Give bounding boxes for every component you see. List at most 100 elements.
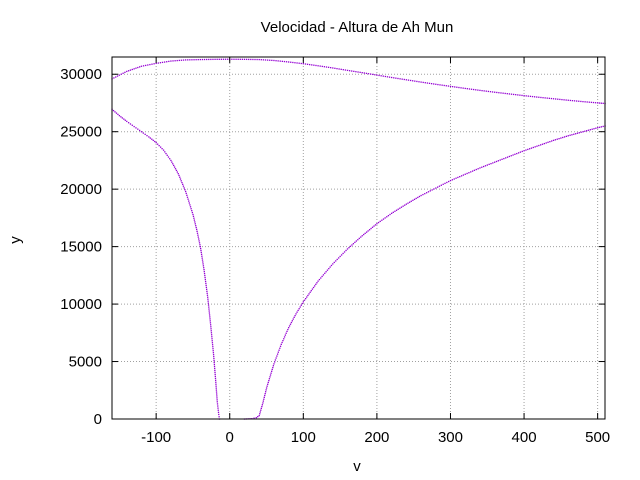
data-point bbox=[195, 59, 197, 61]
data-point bbox=[468, 88, 471, 90]
data-point bbox=[498, 92, 500, 94]
data-point bbox=[393, 77, 395, 79]
data-series-2 bbox=[111, 108, 221, 420]
data-point bbox=[576, 100, 578, 102]
data-point bbox=[479, 89, 481, 92]
data-point bbox=[340, 254, 343, 256]
data-point bbox=[395, 77, 397, 79]
data-point bbox=[201, 255, 203, 257]
y-tick-label: 30000 bbox=[60, 66, 102, 83]
data-point bbox=[138, 66, 141, 68]
data-point bbox=[391, 76, 393, 79]
data-point bbox=[174, 168, 177, 170]
data-point bbox=[212, 350, 214, 352]
data-point bbox=[257, 415, 259, 418]
data-point bbox=[517, 94, 519, 96]
data-point bbox=[201, 257, 203, 259]
data-point bbox=[501, 158, 503, 160]
data-point bbox=[129, 123, 132, 125]
data-point bbox=[211, 340, 213, 342]
data-point bbox=[492, 162, 494, 164]
data-point bbox=[598, 126, 601, 128]
data-point bbox=[453, 178, 455, 180]
data-point bbox=[196, 230, 198, 232]
data-point bbox=[181, 181, 183, 184]
data-point bbox=[376, 223, 378, 225]
data-point bbox=[175, 169, 178, 172]
data-point bbox=[215, 389, 218, 391]
data-point bbox=[441, 84, 443, 86]
data-point bbox=[135, 67, 137, 69]
data-point bbox=[517, 152, 520, 154]
data-point bbox=[112, 109, 115, 112]
data-point bbox=[259, 413, 261, 415]
data-point bbox=[538, 96, 540, 98]
data-point bbox=[470, 171, 472, 173]
data-point bbox=[353, 70, 355, 73]
data-point bbox=[602, 102, 604, 104]
data-point bbox=[212, 348, 214, 350]
data-point bbox=[204, 278, 206, 281]
data-point bbox=[374, 74, 376, 76]
data-point bbox=[203, 267, 205, 269]
data-point bbox=[271, 59, 273, 62]
data-point bbox=[485, 90, 487, 92]
data-point bbox=[462, 87, 464, 89]
data-point bbox=[440, 184, 442, 186]
data-point bbox=[514, 153, 516, 155]
data-point bbox=[218, 58, 220, 60]
data-point bbox=[543, 142, 545, 145]
data-point bbox=[551, 140, 553, 142]
data-point bbox=[484, 165, 487, 167]
data-point bbox=[290, 61, 292, 63]
data-point bbox=[248, 58, 250, 61]
data-point bbox=[499, 159, 501, 161]
data-point bbox=[213, 363, 216, 366]
data-point bbox=[382, 218, 385, 220]
data-point bbox=[386, 216, 388, 218]
data-point bbox=[267, 383, 269, 385]
data-point bbox=[197, 58, 199, 61]
data-point bbox=[580, 100, 582, 103]
data-point bbox=[300, 62, 302, 65]
data-point bbox=[381, 219, 383, 221]
data-point bbox=[315, 283, 317, 285]
data-point bbox=[203, 58, 206, 61]
data-point bbox=[527, 95, 529, 97]
data-point bbox=[439, 84, 441, 86]
data-point bbox=[573, 100, 576, 102]
data-point bbox=[519, 151, 522, 153]
data-point bbox=[114, 111, 116, 113]
data-point bbox=[180, 59, 183, 61]
data-point bbox=[319, 65, 321, 67]
data-point bbox=[115, 76, 117, 78]
data-point bbox=[287, 327, 290, 329]
data-point bbox=[335, 260, 337, 262]
data-point bbox=[140, 131, 143, 133]
data-point bbox=[424, 82, 426, 84]
data-point bbox=[167, 156, 170, 158]
data-point bbox=[185, 192, 187, 195]
data-point bbox=[483, 90, 485, 92]
data-point bbox=[497, 160, 500, 162]
data-point bbox=[192, 213, 194, 216]
data-point bbox=[340, 68, 342, 70]
data-point bbox=[446, 181, 448, 184]
data-point bbox=[336, 68, 338, 70]
data-point bbox=[118, 115, 121, 117]
data-point bbox=[205, 286, 208, 289]
data-point bbox=[191, 210, 193, 212]
data-point bbox=[138, 129, 141, 132]
data-point bbox=[149, 137, 151, 139]
data-point bbox=[488, 163, 490, 166]
data-point bbox=[304, 297, 307, 300]
data-point bbox=[422, 81, 424, 84]
data-point bbox=[515, 94, 517, 96]
data-point bbox=[359, 71, 361, 74]
data-point bbox=[194, 223, 196, 225]
data-point bbox=[602, 125, 604, 128]
data-point bbox=[541, 143, 544, 145]
data-point bbox=[325, 271, 327, 273]
data-point bbox=[264, 394, 266, 397]
data-point bbox=[200, 249, 202, 252]
